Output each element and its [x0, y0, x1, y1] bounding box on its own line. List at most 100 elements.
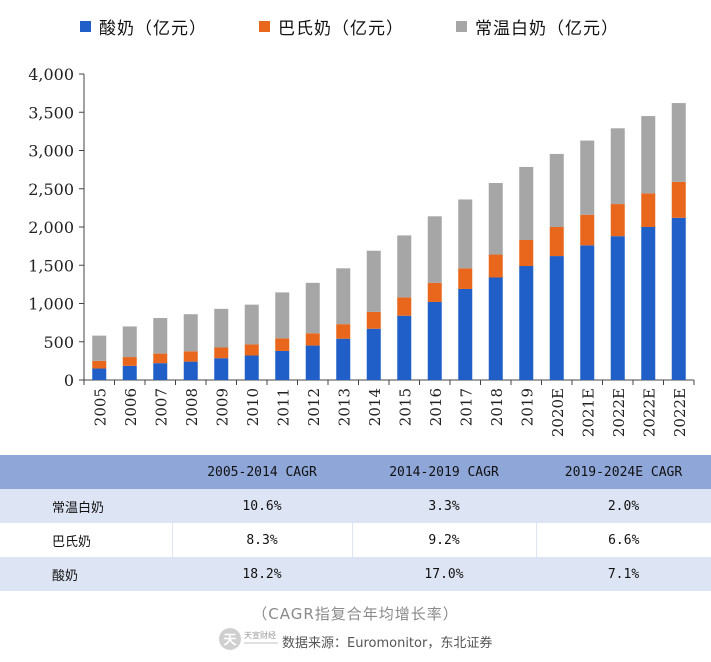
- bar-pasteurized: [153, 353, 168, 364]
- bar-pasteurized: [580, 214, 595, 246]
- table-cell: 18.2%: [242, 566, 282, 582]
- bar-uht-milk: [92, 335, 107, 361]
- stacked-bar-chart: 0 500 1,000 1,500 2,000 2,500 3,000 3,500 4,000 2…: [28, 65, 695, 437]
- bar-pasteurized: [488, 254, 503, 278]
- data-source: 数据来源：Euromonitor，东北证券: [282, 636, 493, 651]
- table-row: 酸奶 18.2% 17.0% 7.1%: [0, 557, 711, 591]
- cagr-table: 2005-2014 CAGR 2014-2019 CAGR 2019-2024E…: [0, 455, 711, 591]
- bar-uht-milk: [671, 103, 686, 182]
- x-tick-label: 2022E: [610, 388, 628, 437]
- y-tick-label: 1,500: [28, 256, 74, 275]
- bar-yogurt: [610, 236, 625, 380]
- bar-yogurt: [244, 355, 259, 380]
- table-cell: 10.6%: [242, 498, 282, 514]
- x-tick-label: 2010: [244, 388, 262, 426]
- bar-uht-milk: [305, 282, 320, 334]
- y-tick-label: 3,500: [28, 103, 74, 122]
- legend-label-yogurt: 酸奶（亿元）: [99, 19, 207, 39]
- bar-yogurt: [153, 363, 168, 380]
- x-tick-label: 2017: [457, 388, 475, 426]
- legend-label-uht-milk: 常温白奶（亿元）: [475, 19, 619, 39]
- y-tick-label: 3,000: [28, 142, 74, 161]
- legend-swatch-uht-milk: [456, 21, 467, 32]
- bar-uht-milk: [610, 128, 625, 205]
- bar-yogurt: [397, 315, 412, 380]
- table-cell: 9.2%: [351, 523, 536, 557]
- table-row: 常温白奶 10.6% 3.3% 2.0%: [0, 489, 711, 523]
- bar-yogurt: [183, 361, 198, 380]
- x-tick-label: 2022E: [671, 388, 689, 437]
- svg-text:天: 天: [223, 633, 237, 648]
- bar-yogurt: [214, 358, 229, 380]
- x-tick-label: 2011: [274, 388, 292, 426]
- legend-swatch-yogurt: [80, 21, 91, 32]
- legend-item-pasteurized: 巴氏奶（亿元）: [259, 14, 404, 39]
- table-cell: 7.1%: [607, 566, 640, 582]
- y-tick-label: 500: [43, 333, 74, 352]
- bar-yogurt: [366, 328, 381, 380]
- bar-pasteurized: [275, 338, 290, 351]
- x-tick-label: 2012: [305, 388, 323, 426]
- bar-uht-milk: [336, 268, 351, 325]
- x-tick-label: 2019: [518, 388, 536, 426]
- x-tick-label: 2008: [183, 388, 201, 426]
- x-tick-label: 2013: [335, 388, 353, 426]
- bar-uht-milk: [488, 183, 503, 255]
- x-tick-label: 2016: [427, 388, 445, 426]
- bar-uht-milk: [275, 292, 290, 339]
- bar-uht-milk: [519, 166, 534, 241]
- legend-swatch-pasteurized: [259, 21, 270, 32]
- table-cell: 17.0%: [424, 566, 464, 582]
- y-tick-label: 0: [64, 371, 74, 390]
- x-tick-label: 2005: [91, 388, 109, 426]
- bar-uht-milk: [366, 250, 381, 312]
- bar-yogurt: [580, 245, 595, 380]
- row-label: 巴氏奶: [52, 534, 92, 550]
- bar-pasteurized: [671, 181, 686, 218]
- table-header-2005-2014: 2005-2014 CAGR: [207, 464, 317, 480]
- bar-uht-milk: [397, 235, 412, 298]
- x-tick-label: 2018: [488, 388, 506, 426]
- legend-item-yogurt: 酸奶（亿元）: [80, 14, 207, 39]
- y-tick-label: 4,000: [28, 65, 74, 84]
- bar-yogurt: [275, 350, 290, 380]
- table-cell: 2.0%: [607, 498, 640, 514]
- bar-uht-milk: [122, 326, 137, 358]
- bar-pasteurized: [366, 311, 381, 329]
- bar-pasteurized: [92, 360, 107, 369]
- row-label: 常温白奶: [52, 500, 105, 516]
- bar-yogurt: [671, 217, 686, 380]
- cagr-note: （CAGR指复合年均增长率）: [252, 605, 459, 623]
- bar-uht-milk: [183, 314, 198, 352]
- bar-uht-milk: [427, 216, 442, 283]
- x-tick-label: 2007: [152, 388, 170, 426]
- x-tick-label: 2006: [122, 388, 140, 426]
- bar-pasteurized: [458, 268, 473, 289]
- table-header-empty: [0, 455, 172, 489]
- bar-yogurt: [336, 338, 351, 380]
- bar-pasteurized: [305, 333, 320, 346]
- bar-yogurt: [641, 227, 656, 380]
- bar-uht-milk: [580, 140, 595, 215]
- bar-uht-milk: [549, 153, 564, 227]
- bar-pasteurized: [610, 204, 625, 237]
- table-row: 巴氏奶 8.3% 9.2% 6.6%: [0, 523, 711, 557]
- table-header-2014-2019: 2014-2019 CAGR: [389, 464, 499, 480]
- y-tick-label: 1,000: [28, 295, 74, 314]
- bar-pasteurized: [183, 351, 198, 362]
- bar-pasteurized: [397, 297, 412, 316]
- table-header-row: 2005-2014 CAGR 2014-2019 CAGR 2019-2024E…: [0, 455, 711, 489]
- bar-pasteurized: [549, 227, 564, 257]
- y-tick-label: 2,500: [28, 180, 74, 199]
- bar-pasteurized: [427, 282, 442, 302]
- bar-uht-milk: [214, 308, 229, 348]
- x-tick-label: 2009: [213, 388, 231, 426]
- watermark-logo-icon: 天 天宣财经: [219, 628, 278, 650]
- x-tick-label: 2015: [396, 388, 414, 426]
- bar-uht-milk: [641, 116, 656, 194]
- bar-yogurt: [519, 266, 534, 380]
- bar-yogurt: [458, 288, 473, 380]
- x-tick-label: 2020E: [549, 388, 567, 437]
- bar-uht-milk: [458, 199, 473, 269]
- legend-item-uht-milk: 常温白奶（亿元）: [456, 14, 619, 39]
